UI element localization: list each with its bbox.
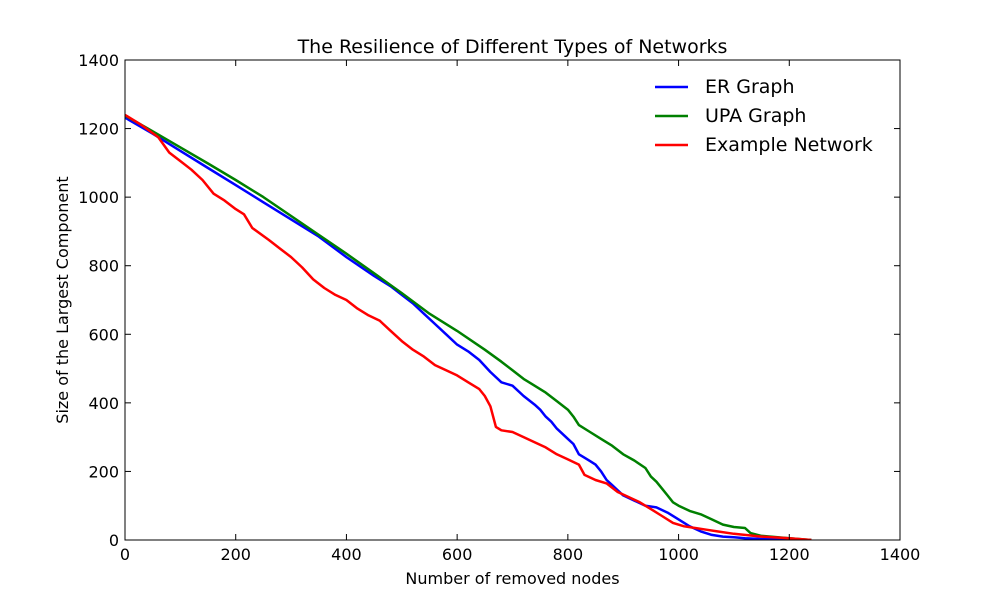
- x-tick-label: 1200: [769, 545, 810, 564]
- legend-label-2: Example Network: [705, 134, 873, 156]
- y-tick-label: 600: [88, 325, 119, 344]
- y-axis-title: Size of the Largest Component: [53, 176, 72, 423]
- y-tick-label: 1200: [78, 120, 119, 139]
- plot-area: [125, 113, 812, 540]
- chart-title: The Resilience of Different Types of Net…: [297, 36, 728, 58]
- series-line-2: [125, 113, 812, 540]
- x-tick-label: 600: [442, 545, 473, 564]
- x-tick-label: 200: [220, 545, 251, 564]
- legend-label-1: UPA Graph: [705, 105, 806, 127]
- y-tick-label: 200: [88, 462, 119, 481]
- series-line-0: [125, 116, 812, 540]
- y-tick-label: 1000: [78, 188, 119, 207]
- y-tick-label: 400: [88, 394, 119, 413]
- series-line-1: [125, 114, 812, 540]
- x-tick-label: 1400: [880, 545, 921, 564]
- y-tick-label: 800: [88, 257, 119, 276]
- x-tick-label: 400: [331, 545, 362, 564]
- x-tick-label: 800: [553, 545, 584, 564]
- y-tick-label: 1400: [78, 51, 119, 70]
- y-tick-label: 0: [109, 531, 119, 550]
- legend: ER Graph UPA Graph Example Network: [655, 76, 873, 156]
- axes: 0 200 400 600 800 1000 1200 1400 0 200 400 600 800 10…: [78, 51, 920, 564]
- x-tick-label: 1000: [658, 545, 699, 564]
- legend-label-0: ER Graph: [705, 76, 795, 98]
- axes-frame: [124, 59, 901, 541]
- x-tick-label: 0: [120, 545, 130, 564]
- x-axis-title: Number of removed nodes: [405, 569, 619, 588]
